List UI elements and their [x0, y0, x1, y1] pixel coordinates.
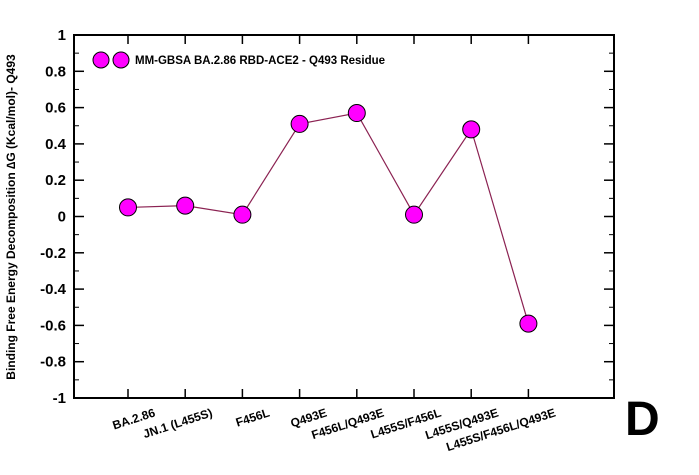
data-point	[119, 198, 137, 217]
data-point	[233, 205, 252, 224]
y-tick-label: -0.6	[40, 317, 66, 334]
y-tick-label: 0.2	[45, 172, 66, 189]
y-tick-label: -1	[53, 390, 66, 407]
y-tick-label: 0.4	[45, 136, 67, 153]
y-ticks: 1 0.8 0.6 0.4 0.2 0 -0.2 -0.4 -0.6 -0.8 -1	[40, 27, 614, 407]
y-tick-label: 0	[58, 209, 66, 226]
y-tick-label: -0.8	[40, 354, 66, 371]
plot-frame	[73, 34, 615, 399]
panel-letter: D	[625, 393, 660, 446]
data-point	[176, 196, 195, 215]
x-category-label: F456L	[234, 406, 271, 430]
y-axis-label-group: Binding Free Energy Decomposition ∆G (Kc…	[4, 54, 18, 380]
y-axis-label: Binding Free Energy Decomposition ∆G (Kc…	[4, 54, 18, 380]
series-line	[127, 112, 529, 324]
data-point	[519, 314, 538, 333]
y-tick-label: -0.4	[40, 281, 67, 298]
legend-text: MM-GBSA BA.2.86 RBD-ACE2 - Q493 Residue	[135, 55, 385, 67]
y-tick-label: 0.8	[45, 63, 66, 80]
y-tick-label: 0.6	[45, 100, 66, 117]
data-point	[405, 205, 423, 224]
series-group	[119, 104, 538, 333]
data-point	[347, 104, 366, 123]
data-point	[462, 120, 481, 139]
legend: MM-GBSA BA.2.86 RBD-ACE2 - Q493 Residue	[92, 51, 385, 69]
data-point	[290, 114, 309, 133]
legend-marker	[112, 51, 130, 69]
y-tick-label: -0.2	[40, 245, 66, 262]
legend-marker	[92, 51, 110, 69]
y-tick-label: 1	[58, 27, 66, 44]
